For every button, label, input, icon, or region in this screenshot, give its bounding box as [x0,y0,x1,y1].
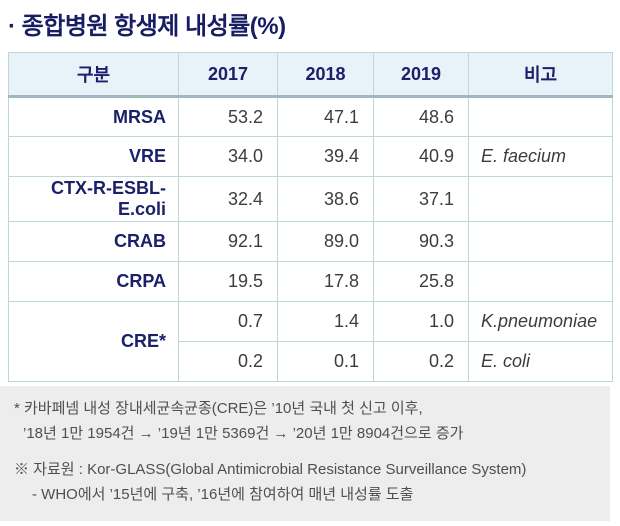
note-cell [468,176,613,222]
table-row: CRAB 92.1 89.0 90.3 [8,221,613,262]
note-cell [468,96,613,137]
note-cell [468,261,613,302]
value-cell: 40.9 [373,136,469,177]
table-row: MRSA 53.2 47.1 48.6 [8,96,613,137]
value-cell: 17.8 [277,261,374,302]
value-cell: 39.4 [277,136,374,177]
value-cell: 48.6 [373,96,469,137]
value-cell: 1.4 [277,301,374,342]
value-cell: 19.5 [178,261,278,302]
footnotes-panel: * 카바페넴 내성 장내세균속균종(CRE)은 ’10년 국내 첫 신고 이후,… [0,386,610,521]
table-row: VRE 34.0 39.4 40.9 E. faecium [8,136,613,177]
footnote-cre-line1: * 카바페넴 내성 장내세균속균종(CRE)은 ’10년 국내 첫 신고 이후, [14,400,423,417]
row-label-mrsa: MRSA [8,96,179,137]
note-cell [468,221,613,262]
header-gubun: 구분 [8,52,179,98]
value-cell: 53.2 [178,96,278,137]
header-2017: 2017 [178,52,278,98]
footnote-source-line2: - WHO에서 ’15년에 구축, ’16년에 참여하여 매년 내성률 도출 [32,486,414,503]
footnote-cre-line2: ’18년 1만 1954건 → ’19년 1만 5369건 → ’20년 1만 … [23,425,464,442]
value-cell: 38.6 [277,176,374,222]
row-label-ctx-r-esbl-ecoli: CTX-R-ESBL-E.coli [8,176,179,222]
resistance-table: 구분 2017 2018 2019 비고 MRSA 53.2 47.1 48.6… [8,52,613,382]
row-label-crab: CRAB [8,221,179,262]
value-cell: 0.2 [373,341,469,382]
value-cell: 32.4 [178,176,278,222]
footnote-source-line1: ※ 자료원 : Kor-GLASS(Global Antimicrobial R… [14,461,527,478]
header-row: 구분 2017 2018 2019 비고 [8,52,613,98]
row-label-crpa: CRPA [8,261,179,302]
value-cell: 25.8 [373,261,469,302]
table-row: CRPA 19.5 17.8 25.8 [8,261,613,302]
value-cell: 34.0 [178,136,278,177]
value-cell: 37.1 [373,176,469,222]
value-cell: 47.1 [277,96,374,137]
note-cell: E. coli [468,341,613,382]
page-title: · 종합병원 항생제 내성률(%) [8,13,286,40]
value-cell: 90.3 [373,221,469,262]
row-label-cre: CRE* [8,301,179,382]
value-cell: 1.0 [373,301,469,342]
value-cell: 0.7 [178,301,278,342]
value-cell: 0.1 [277,341,374,382]
header-bigo: 비고 [468,52,613,98]
value-cell: 89.0 [277,221,374,262]
table-row: CRE* 0.7 1.4 1.0 K.pneumoniae [8,301,613,382]
table-row: CTX-R-ESBL-E.coli 32.4 38.6 37.1 [8,176,613,222]
value-cell: 92.1 [178,221,278,262]
header-2019: 2019 [373,52,469,98]
row-label-vre: VRE [8,136,179,177]
header-2018: 2018 [277,52,374,98]
table-row: 0.2 0.1 0.2 E. coli [9,341,613,382]
note-cell: K.pneumoniae [468,301,613,342]
note-cell: E. faecium [468,136,613,177]
value-cell: 0.2 [178,341,278,382]
table-header: 구분 2017 2018 2019 비고 [8,52,613,98]
